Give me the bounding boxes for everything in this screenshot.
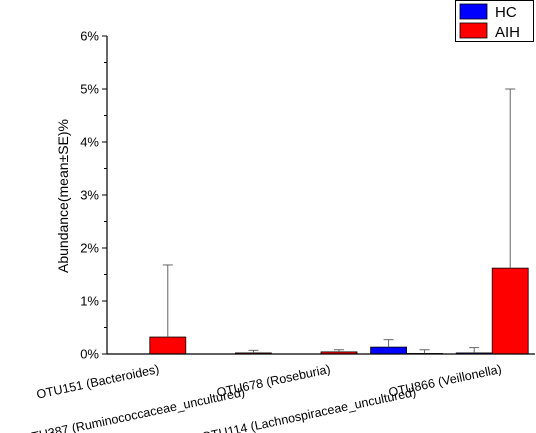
- y-axis-title: Abundance(mean±SE)%: [55, 119, 71, 273]
- y-tick-label: 4%: [80, 135, 99, 150]
- y-tick-label: 0%: [80, 347, 99, 362]
- category-labels: OTU151 (Bacteroides)OTU387 (Ruminococcac…: [21, 362, 503, 433]
- y-tick-label: 6%: [80, 29, 99, 44]
- x-tick-label-1: OTU151 (Bacteroides): [35, 362, 160, 402]
- legend-label-aih: AIH: [495, 24, 520, 41]
- error-bar-aih-5: [505, 88, 516, 269]
- y-tick-label: 5%: [80, 82, 99, 97]
- error-bars-layer: [162, 88, 516, 354]
- legend-label-hc: HC: [495, 4, 517, 21]
- y-tick-label: 2%: [80, 241, 99, 256]
- error-bar-aih-1: [162, 264, 173, 338]
- axes-layer: [106, 36, 535, 355]
- y-ticks: 0% 1% 2% 3% 4% 5% 6%: [80, 29, 107, 362]
- bar-aih-5: [491, 267, 529, 355]
- legend: HC AIH: [455, 0, 534, 42]
- x-tick-label-5: OTU866 (Veillonella): [387, 362, 503, 400]
- error-bar-aih-4: [419, 349, 430, 354]
- bar-hc-4: [370, 346, 408, 355]
- x-tick-label-3: OTU678 (Roseburia): [215, 362, 331, 400]
- y-tick-label: 3%: [80, 188, 99, 203]
- error-bar-hc-4: [383, 339, 394, 348]
- error-bar-hc-5: [469, 347, 480, 353]
- bars-layer: [149, 267, 529, 355]
- error-bar-aih-2: [248, 349, 259, 353]
- legend-swatch-aih: [459, 22, 488, 39]
- error-bar-aih-3: [334, 349, 344, 352]
- legend-swatch-hc: [459, 3, 488, 20]
- y-tick-label: 1%: [80, 294, 99, 309]
- bar-aih-1: [149, 336, 187, 355]
